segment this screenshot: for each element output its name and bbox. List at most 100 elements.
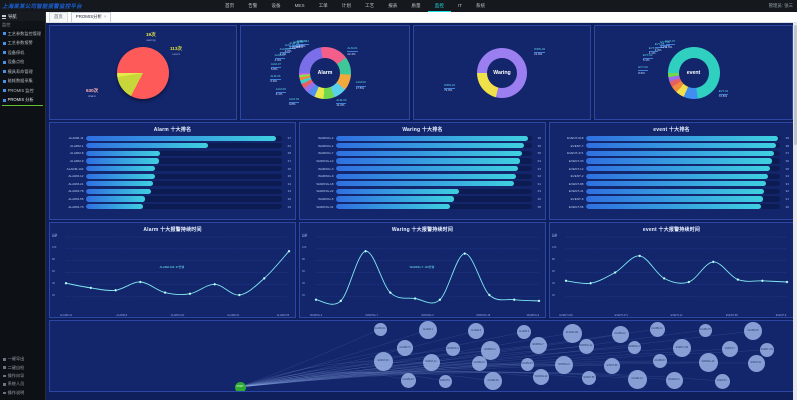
topnav-item-10[interactable]: IT	[457, 3, 462, 8]
data-point[interactable]	[761, 279, 764, 282]
data-point[interactable]	[139, 280, 142, 283]
topnav-item-11[interactable]: 系统	[475, 2, 486, 8]
graph-node[interactable]: WARING-22	[533, 369, 549, 385]
sidebar-footer-item-1[interactable]: 二键自检	[0, 363, 45, 371]
data-point[interactable]	[785, 280, 789, 283]
graph-node[interactable]: ALARM-102	[562, 323, 582, 343]
topnav-item-8[interactable]: 质量	[411, 2, 421, 8]
sidebar-footer-label: 二键自检	[7, 364, 25, 370]
tab-0[interactable]: 首页	[49, 11, 68, 22]
sidebar-footer-item-0[interactable]: 一键导出	[0, 355, 45, 363]
data-point[interactable]	[389, 290, 392, 294]
vertical-scrollbar[interactable]	[793, 23, 797, 400]
data-point[interactable]	[238, 293, 241, 296]
topnav-item-1[interactable]: 告警	[248, 2, 258, 8]
graph-node[interactable]: ALARM-67	[653, 354, 667, 368]
graph-node[interactable]: ALARM-55	[744, 322, 762, 340]
sidebar-item-3[interactable]: 设备点检	[0, 58, 45, 68]
graph-node[interactable]: EVENT-12	[422, 353, 440, 371]
graph-node[interactable]: WARING-7	[529, 336, 547, 354]
hamburger-icon[interactable]	[2, 14, 6, 19]
graph-node[interactable]: EVENT-2	[714, 373, 730, 389]
scrollbar-thumb[interactable]	[793, 25, 797, 145]
data-point[interactable]	[687, 280, 691, 283]
data-point[interactable]	[712, 260, 715, 263]
graph-node[interactable]: ALARM-21	[649, 321, 665, 337]
data-point[interactable]	[64, 281, 68, 284]
graph-root-node[interactable]: START	[234, 381, 246, 391]
graph-node[interactable]: ALARM-11	[373, 322, 387, 336]
sidebar-item-7[interactable]: PROMIS 分析	[0, 96, 45, 106]
panel-alarm-duration: Alarm 十大报警持续时间 120 100 80 60 40 20 ALARM-11 ALA…	[49, 222, 296, 318]
data-point[interactable]	[589, 281, 592, 284]
sidebar-item-6[interactable]: PROMIS 监控	[0, 86, 45, 96]
data-point[interactable]	[364, 249, 367, 252]
sidebar-item-4[interactable]: 模具寿命管理	[0, 67, 45, 77]
graph-node[interactable]: ALARM-33	[471, 355, 487, 371]
graph-node[interactable]: EVENT-33	[373, 351, 393, 371]
sidebar-item-5[interactable]: 能耗数据采集	[0, 77, 45, 87]
data-point[interactable]	[114, 288, 117, 292]
data-point[interactable]	[339, 299, 343, 302]
data-point[interactable]	[512, 297, 516, 301]
graph-node[interactable]: ALARM-8	[468, 323, 484, 339]
data-point[interactable]	[188, 292, 192, 295]
sidebar-footer-item-2[interactable]: 操作向导	[0, 372, 45, 380]
data-point[interactable]	[537, 299, 541, 302]
graph-node[interactable]: ALARM-9	[517, 325, 531, 339]
data-point[interactable]	[736, 277, 740, 281]
topnav-item-3[interactable]: MES	[294, 3, 305, 8]
graph-node[interactable]: WARING-3	[627, 340, 641, 354]
graph-node[interactable]: EVENT-41	[747, 354, 765, 372]
sidebar-item-0[interactable]: 工艺参数监控管理	[0, 29, 45, 39]
data-point[interactable]	[262, 276, 266, 280]
topnav-item-6[interactable]: 工艺	[364, 2, 375, 8]
graph-node[interactable]: ALARM-14	[627, 369, 647, 389]
graph-node[interactable]: ALARM-29	[400, 372, 416, 388]
data-point[interactable]	[314, 297, 318, 301]
graph-node[interactable]: WARING-4	[446, 342, 460, 356]
graph-node[interactable]: ALARM-1	[419, 321, 437, 339]
sidebar-footer-item-3[interactable]: 系统人员	[0, 380, 45, 388]
data-point[interactable]	[613, 270, 617, 274]
graph-node[interactable]: EVENT-471	[760, 343, 774, 357]
graph-node[interactable]: WARING-5	[665, 371, 683, 389]
data-point[interactable]	[213, 282, 216, 286]
graph-node[interactable]: WARING-1	[480, 340, 500, 360]
data-point[interactable]	[438, 297, 442, 301]
graph-node[interactable]: EVENT-88	[604, 358, 620, 374]
data-point[interactable]	[488, 293, 491, 296]
graph-node[interactable]: ALARM-12	[611, 325, 629, 343]
graph-node[interactable]: ALARM-90	[484, 372, 502, 390]
data-point[interactable]	[89, 286, 93, 289]
data-point[interactable]	[638, 254, 641, 257]
sidebar-header[interactable]: 导航	[0, 12, 45, 21]
data-point[interactable]	[163, 290, 167, 294]
graph-node[interactable]: WARING-12	[578, 338, 594, 354]
topnav-item-2[interactable]: 设备	[271, 2, 281, 8]
topnav-item-4[interactable]: 工单	[318, 2, 328, 8]
sidebar-item-2[interactable]: 设备停机	[0, 48, 45, 58]
graph-node[interactable]: EVENT-018	[673, 339, 691, 357]
data-point[interactable]	[413, 296, 417, 300]
data-point[interactable]	[287, 249, 291, 252]
topnav-item-9[interactable]: 监控	[427, 0, 451, 12]
topnav-item-0[interactable]: 首页	[225, 2, 235, 8]
graph-node[interactable]: WARING-18	[698, 352, 718, 372]
sidebar-footer-item-4[interactable]: 操作说明	[0, 389, 45, 397]
graph-node[interactable]: EVENT-9	[438, 374, 452, 388]
data-point[interactable]	[463, 251, 466, 255]
data-point[interactable]	[564, 279, 568, 282]
graph-node[interactable]: ALARM-45	[520, 357, 534, 371]
tab-1[interactable]: PROMIS分析 ×	[70, 11, 112, 22]
topnav-item-7[interactable]: 报表	[388, 2, 398, 8]
graph-node[interactable]: WARING-9	[555, 356, 573, 374]
graph-node[interactable]: ALARM-78	[698, 323, 712, 337]
sidebar-item-1[interactable]: 工艺参数报警	[0, 39, 45, 49]
graph-node[interactable]: EVENT-56	[582, 371, 596, 385]
graph-node[interactable]: ALARM-73	[397, 340, 413, 356]
graph-node[interactable]: EVENT-7	[722, 341, 738, 357]
data-point[interactable]	[662, 276, 666, 280]
close-icon[interactable]: ×	[103, 14, 107, 20]
topnav-item-5[interactable]: 计划	[341, 2, 351, 8]
